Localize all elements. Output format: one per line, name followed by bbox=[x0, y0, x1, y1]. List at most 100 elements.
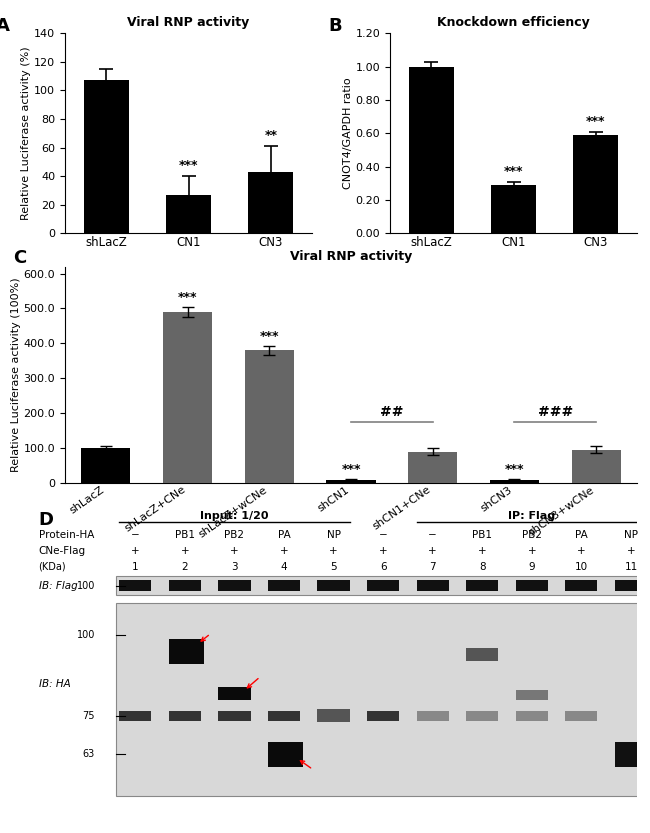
Text: (KDa): (KDa) bbox=[38, 561, 66, 571]
Text: 6: 6 bbox=[380, 561, 386, 571]
Text: ***: *** bbox=[504, 463, 524, 476]
Bar bbox=[166, 195, 211, 233]
FancyBboxPatch shape bbox=[367, 711, 399, 721]
Bar bbox=[245, 351, 294, 483]
FancyBboxPatch shape bbox=[615, 741, 650, 767]
Bar bbox=[248, 172, 294, 233]
Text: IB: HA: IB: HA bbox=[38, 679, 70, 689]
Bar bbox=[490, 480, 539, 483]
Text: IP: Flag: IP: Flag bbox=[508, 511, 555, 521]
Text: PA: PA bbox=[575, 530, 588, 540]
Text: 63: 63 bbox=[83, 750, 95, 760]
Title: Knockdown efficiency: Knockdown efficiency bbox=[437, 17, 590, 29]
FancyBboxPatch shape bbox=[466, 648, 499, 661]
Text: PB1: PB1 bbox=[175, 530, 195, 540]
FancyBboxPatch shape bbox=[566, 711, 597, 721]
FancyBboxPatch shape bbox=[268, 581, 300, 591]
Text: C: C bbox=[14, 249, 27, 267]
Text: ###: ### bbox=[538, 405, 573, 419]
Text: ##: ## bbox=[380, 405, 404, 419]
Text: 100: 100 bbox=[77, 631, 95, 641]
Text: A: A bbox=[0, 17, 10, 35]
Text: −: − bbox=[131, 530, 140, 540]
Text: +: + bbox=[181, 546, 189, 556]
Text: ***: *** bbox=[341, 463, 361, 476]
Y-axis label: Relative Luciferase activity (%): Relative Luciferase activity (%) bbox=[21, 47, 31, 220]
Text: Protein-HA: Protein-HA bbox=[38, 530, 94, 540]
Text: PB2: PB2 bbox=[522, 530, 542, 540]
Text: +: + bbox=[131, 546, 140, 556]
Text: +: + bbox=[280, 546, 289, 556]
Text: PB1: PB1 bbox=[473, 530, 492, 540]
Bar bbox=[326, 480, 376, 483]
Text: ***: *** bbox=[178, 291, 198, 304]
FancyBboxPatch shape bbox=[119, 711, 151, 721]
Text: +: + bbox=[577, 546, 586, 556]
FancyBboxPatch shape bbox=[317, 581, 350, 591]
FancyBboxPatch shape bbox=[515, 690, 548, 700]
Text: NP: NP bbox=[624, 530, 638, 540]
FancyBboxPatch shape bbox=[515, 581, 548, 591]
Text: CNe-Flag: CNe-Flag bbox=[38, 546, 86, 556]
FancyBboxPatch shape bbox=[268, 711, 300, 721]
FancyBboxPatch shape bbox=[169, 581, 201, 591]
Text: −: − bbox=[428, 530, 437, 540]
FancyBboxPatch shape bbox=[566, 581, 597, 591]
Text: 1: 1 bbox=[132, 561, 138, 571]
FancyBboxPatch shape bbox=[615, 581, 647, 591]
Text: 3: 3 bbox=[231, 561, 238, 571]
FancyBboxPatch shape bbox=[218, 581, 250, 591]
Text: shCNOT4: shCNOT4 bbox=[202, 287, 257, 300]
Bar bbox=[408, 451, 457, 483]
Text: B: B bbox=[328, 17, 342, 35]
FancyBboxPatch shape bbox=[417, 581, 448, 591]
Bar bbox=[571, 450, 621, 483]
Text: 100: 100 bbox=[77, 581, 95, 591]
Text: 5: 5 bbox=[330, 561, 337, 571]
Text: +: + bbox=[528, 546, 536, 556]
Text: PB2: PB2 bbox=[224, 530, 244, 540]
FancyBboxPatch shape bbox=[466, 711, 499, 721]
Bar bbox=[491, 185, 536, 233]
Y-axis label: CNOT4/GAPDH ratio: CNOT4/GAPDH ratio bbox=[343, 77, 353, 189]
FancyBboxPatch shape bbox=[119, 581, 151, 591]
Text: 9: 9 bbox=[528, 561, 535, 571]
Text: +: + bbox=[478, 546, 487, 556]
FancyBboxPatch shape bbox=[116, 576, 650, 595]
Bar bbox=[409, 67, 454, 233]
FancyBboxPatch shape bbox=[218, 711, 250, 721]
Text: **: ** bbox=[265, 129, 278, 142]
FancyBboxPatch shape bbox=[317, 710, 350, 722]
Text: NP: NP bbox=[326, 530, 341, 540]
FancyBboxPatch shape bbox=[515, 711, 548, 721]
Text: 7: 7 bbox=[430, 561, 436, 571]
Bar bbox=[83, 81, 129, 233]
Bar bbox=[81, 448, 131, 483]
FancyBboxPatch shape bbox=[367, 581, 399, 591]
Bar bbox=[163, 312, 212, 483]
Text: +: + bbox=[379, 546, 387, 556]
Text: IB: Flag: IB: Flag bbox=[38, 581, 77, 591]
Text: +: + bbox=[330, 546, 338, 556]
Text: PA: PA bbox=[278, 530, 291, 540]
FancyBboxPatch shape bbox=[169, 711, 201, 721]
Text: 4: 4 bbox=[281, 561, 287, 571]
FancyBboxPatch shape bbox=[268, 741, 304, 767]
FancyBboxPatch shape bbox=[466, 581, 499, 591]
Text: ***: *** bbox=[586, 115, 606, 128]
Text: −: − bbox=[379, 530, 387, 540]
Text: ***: *** bbox=[259, 331, 279, 343]
Text: shCNOT4: shCNOT4 bbox=[527, 287, 582, 300]
Text: D: D bbox=[38, 511, 53, 529]
Text: 75: 75 bbox=[83, 711, 95, 721]
Text: +: + bbox=[230, 546, 239, 556]
Text: 8: 8 bbox=[479, 561, 486, 571]
Text: 2: 2 bbox=[181, 561, 188, 571]
Title: Viral RNP activity: Viral RNP activity bbox=[127, 17, 250, 29]
FancyBboxPatch shape bbox=[116, 603, 650, 796]
Bar bbox=[573, 135, 619, 233]
FancyBboxPatch shape bbox=[218, 687, 250, 700]
Text: +: + bbox=[627, 546, 635, 556]
FancyBboxPatch shape bbox=[417, 711, 448, 721]
Text: Input: 1/20: Input: 1/20 bbox=[200, 511, 268, 521]
